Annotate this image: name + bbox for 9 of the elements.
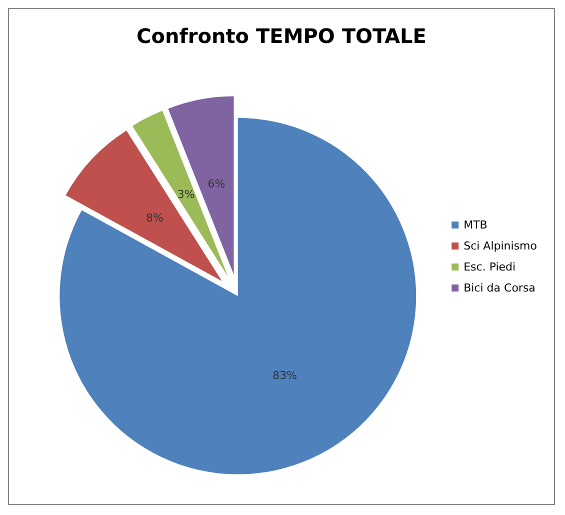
legend-label: MTB [464, 218, 488, 232]
chart-title: Confronto TEMPO TOTALE [136, 24, 426, 48]
legend-label: Bici da Corsa [464, 282, 536, 294]
data-label: 6% [208, 178, 226, 191]
legend-label: Esc. Piedi [464, 260, 516, 274]
legend-label: Sci Alpinismo [464, 240, 538, 252]
data-label: 83% [272, 368, 298, 382]
data-label: 3% [177, 188, 195, 201]
data-label: 8% [146, 211, 164, 224]
